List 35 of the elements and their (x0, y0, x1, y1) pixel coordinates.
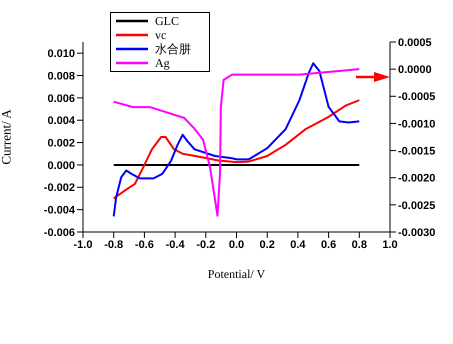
y2-tick-label: -0.0005 (398, 91, 436, 104)
x-tick-label: 0.4 (290, 238, 306, 251)
y-tick-label: 0.000 (47, 160, 75, 172)
y-axis-title: Current/ A (0, 108, 14, 165)
y2-tick-label: 0.0000 (398, 64, 432, 76)
x-tick-label: 1.0 (382, 238, 398, 251)
y2-tick-label: -0.0030 (398, 226, 436, 239)
x-tick-label: -0.8 (104, 238, 124, 251)
legend-label: 水合肼 (155, 40, 191, 58)
x-tick-label: -0.2 (196, 238, 216, 251)
y-tick-label: -0.002 (44, 182, 75, 194)
y-tick-label: -0.004 (44, 204, 76, 217)
x-tick-label: 0.2 (260, 238, 275, 251)
y-tick-label: 0.006 (47, 92, 75, 105)
x-tick-label: -0.6 (134, 238, 154, 251)
y-tick-label: 0.010 (47, 48, 75, 60)
y-tick-label: -0.006 (44, 226, 75, 239)
x-tick-label: 0.6 (320, 238, 336, 251)
y-tick-label: 0.008 (47, 70, 75, 82)
x-tick-label: 0.0 (228, 238, 244, 251)
x-axis-title: Potential/ V (208, 267, 266, 281)
y2-tick-label: -0.0010 (398, 118, 436, 130)
x-tick-label: 0.8 (352, 238, 367, 251)
legend-label: vc (155, 28, 166, 42)
legend-label: Ag (155, 56, 170, 70)
x-tick-label: -0.4 (166, 238, 186, 251)
line-series (112, 99, 360, 200)
y2-tick-label: -0.0015 (398, 145, 436, 158)
y2-tick-label: -0.0020 (398, 172, 436, 185)
x-tick-label: -1.0 (74, 238, 92, 251)
legend-label: GLC (155, 14, 179, 28)
y-tick-label: 0.002 (47, 137, 75, 150)
y-tick-label: 0.004 (47, 115, 76, 128)
y2-tick-label: 0.0005 (398, 36, 432, 49)
y2-tick-label: -0.0025 (398, 200, 436, 212)
